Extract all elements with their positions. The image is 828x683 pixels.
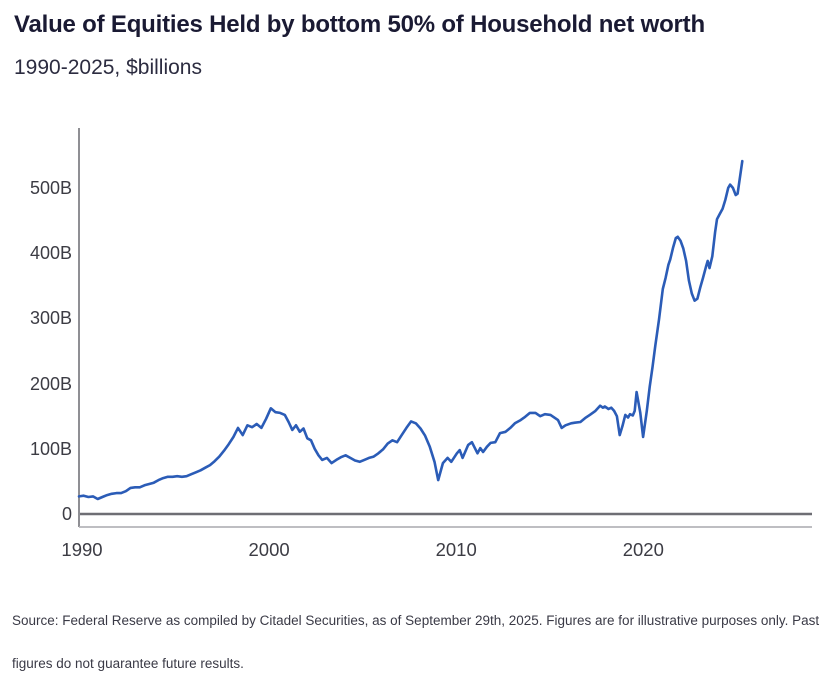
x-tick-label: 1990 xyxy=(61,539,103,560)
chart-subtitle: 1990-2025, $billions xyxy=(14,56,202,79)
chart-title: Value of Equities Held by bottom 50% of … xyxy=(14,11,705,38)
x-tick-label: 2000 xyxy=(248,539,290,560)
y-tick-label: 0 xyxy=(61,504,72,524)
y-tick-label: 500B xyxy=(29,177,72,198)
equities-series-line xyxy=(77,159,744,501)
x-tick-label: 2020 xyxy=(622,539,664,560)
y-tick-label: 300B xyxy=(29,308,72,329)
x-tick-label: 2010 xyxy=(435,539,477,560)
y-tick-label: 200B xyxy=(29,373,72,394)
y-tick-label: 100B xyxy=(29,438,72,459)
disclaimer-note: figures do not guarantee future results. xyxy=(12,656,244,671)
y-tick-label: 400B xyxy=(29,243,72,264)
source-note: Source: Federal Reserve as compiled by C… xyxy=(12,613,820,628)
